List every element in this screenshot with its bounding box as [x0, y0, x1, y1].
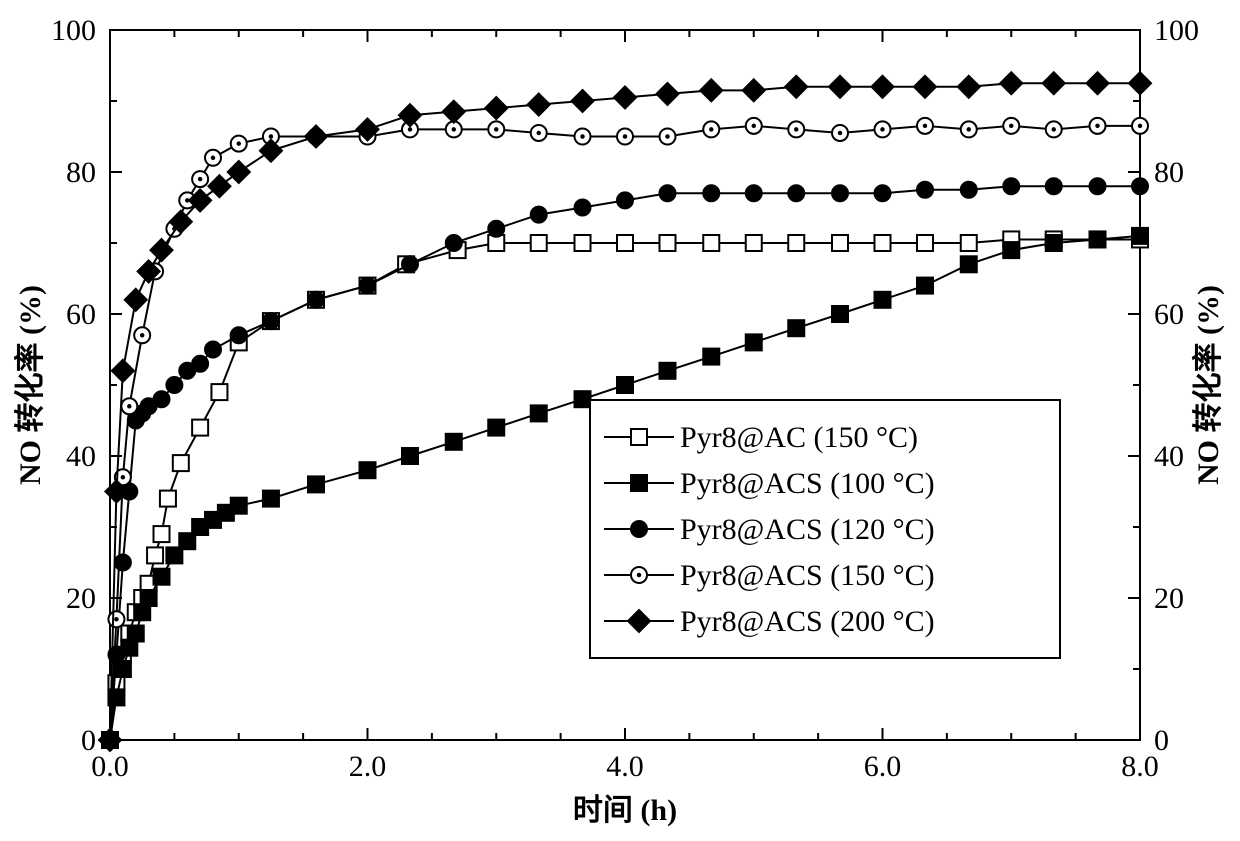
svg-text:4.0: 4.0: [606, 750, 644, 783]
line-chart: 0.02.04.06.08.0002020404060608080100100时…: [0, 0, 1240, 841]
svg-text:Pyr8@ACS (200 °C): Pyr8@ACS (200 °C): [680, 605, 935, 638]
svg-text:80: 80: [1154, 156, 1184, 189]
svg-text:100: 100: [51, 14, 96, 47]
svg-text:80: 80: [66, 156, 96, 189]
svg-text:60: 60: [66, 298, 96, 331]
svg-text:0.0: 0.0: [91, 750, 129, 783]
svg-text:Pyr8@ACS (120 °C): Pyr8@ACS (120 °C): [680, 513, 935, 546]
svg-text:40: 40: [1154, 440, 1184, 473]
svg-text:0: 0: [81, 724, 96, 757]
chart-container: 0.02.04.06.08.0002020404060608080100100时…: [0, 0, 1240, 841]
svg-text:NO 转化率 (%): NO 转化率 (%): [14, 285, 47, 485]
svg-text:20: 20: [66, 582, 96, 615]
svg-text:时间 (h): 时间 (h): [573, 794, 677, 827]
svg-text:20: 20: [1154, 582, 1184, 615]
svg-text:Pyr8@AC (150 °C): Pyr8@AC (150 °C): [680, 421, 918, 454]
svg-text:100: 100: [1154, 14, 1199, 47]
svg-text:Pyr8@ACS (100 °C): Pyr8@ACS (100 °C): [680, 467, 935, 500]
svg-text:0: 0: [1154, 724, 1169, 757]
svg-text:Pyr8@ACS (150 °C): Pyr8@ACS (150 °C): [680, 559, 935, 592]
legend: Pyr8@AC (150 °C) Pyr8@ACS (100 °C) Pyr8@AC…: [590, 400, 1060, 658]
svg-text:2.0: 2.0: [349, 750, 387, 783]
svg-text:60: 60: [1154, 298, 1184, 331]
svg-text:40: 40: [66, 440, 96, 473]
svg-text:NO 转化率 (%): NO 转化率 (%): [1192, 285, 1225, 485]
svg-text:6.0: 6.0: [864, 750, 902, 783]
